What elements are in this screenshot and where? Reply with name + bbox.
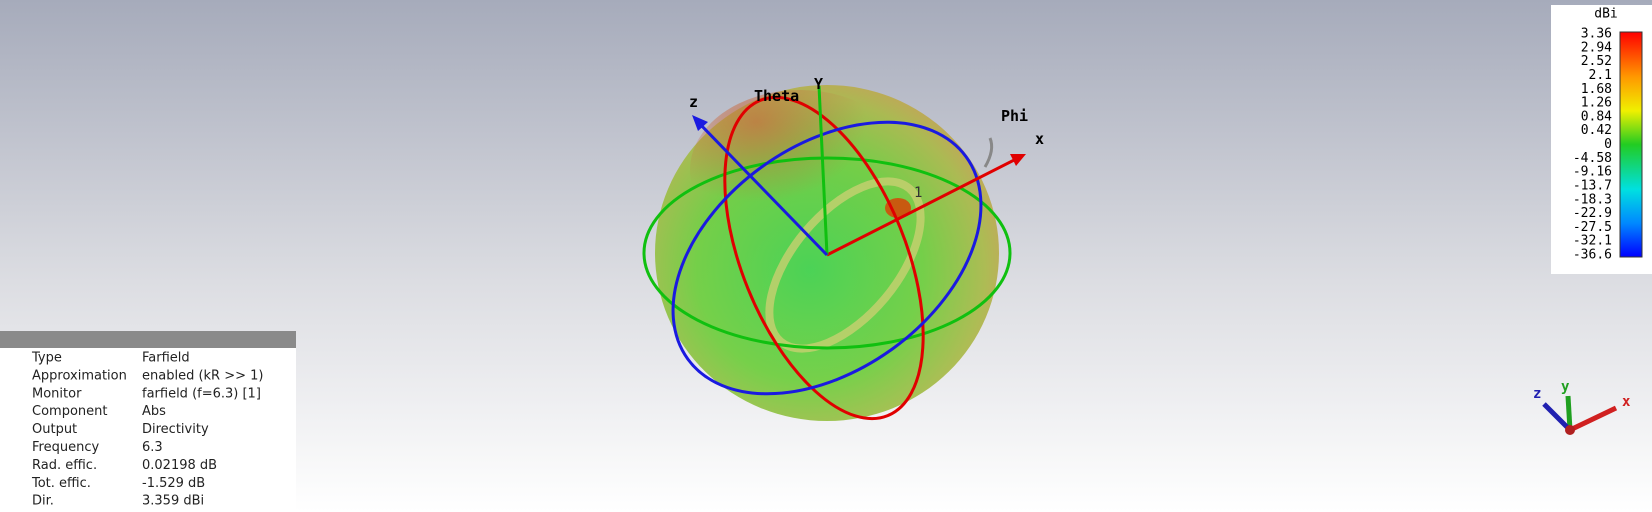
- x-axis: [826, 156, 1019, 257]
- triad-x-label: x: [1622, 394, 1631, 410]
- info-value: Abs: [142, 404, 166, 419]
- y-axis: [817, 85, 829, 256]
- colorbar-tick-label: -13.7: [1573, 178, 1612, 193]
- colorbar: dBi 3.362.942.522.11.681.260.840.420-4.5…: [1551, 5, 1652, 274]
- triad-y: [1565, 395, 1573, 431]
- triad-origin: [1565, 425, 1575, 435]
- triad-z: [1542, 402, 1572, 432]
- z-axis: [696, 120, 829, 257]
- triad-y-label: y: [1561, 379, 1570, 395]
- triad-x: [1568, 405, 1618, 433]
- colorbar-tick-label: -32.1: [1573, 234, 1612, 249]
- y-label: Y: [814, 75, 823, 93]
- info-value: 6.3: [142, 440, 163, 455]
- info-panel: Type Farfield Approximation enabled (kR >> …: [0, 331, 296, 512]
- info-label: Frequency: [32, 440, 99, 455]
- colorbar-tick-label: -9.16: [1573, 165, 1612, 180]
- colorbar-tick-label: 3.36: [1581, 27, 1612, 42]
- farfield-scene: z Theta Y Phi x 1: [642, 75, 1044, 421]
- colorbar-tick-label: 1.68: [1581, 82, 1612, 97]
- colorbar-tick-label: -4.58: [1573, 151, 1612, 166]
- info-background: [0, 331, 296, 512]
- colorbar-tick-label: 2.94: [1581, 40, 1612, 55]
- info-label: Approximation: [32, 368, 127, 383]
- port: [885, 198, 911, 218]
- info-value: farfield (f=6.3) [1]: [142, 386, 261, 401]
- z-label: z: [689, 93, 698, 111]
- info-label: Component: [32, 404, 107, 419]
- info-value: Directivity: [142, 422, 209, 437]
- pattern-shading: [690, 90, 910, 250]
- info-value: 3.359 dBi: [142, 494, 204, 509]
- phi-label: Phi: [1001, 107, 1028, 125]
- horizon-ring: [671, 120, 983, 396]
- triad-z-label: z: [1533, 386, 1541, 402]
- port-label: 1: [914, 185, 922, 201]
- orientation-triad: z y x: [1533, 379, 1631, 435]
- colorbar-scale: [1619, 31, 1643, 258]
- info-label: Tot. effic.: [31, 476, 91, 491]
- z-arrow: [692, 115, 708, 131]
- colorbar-tick-label: 0.84: [1581, 109, 1612, 124]
- x-arrow: [1010, 154, 1026, 166]
- info-label: Rad. effic.: [32, 458, 97, 473]
- colorbar-tick-label: 0: [1604, 137, 1612, 152]
- info-value: 0.02198 dB: [142, 458, 217, 473]
- colorbar-unit: dBi: [1594, 7, 1617, 22]
- colorbar-tick-label: -18.3: [1573, 192, 1612, 207]
- theta-ring: [723, 95, 925, 421]
- phi-ring: [642, 156, 1012, 350]
- info-label: Output: [32, 422, 77, 437]
- colorbar-tick-label: 1.26: [1581, 96, 1612, 111]
- info-label: Type: [31, 351, 62, 366]
- info-label: Dir.: [32, 494, 54, 509]
- colorbar-tick-label: 2.1: [1589, 68, 1612, 83]
- info-value: enabled (kR >> 1): [142, 368, 263, 383]
- theta-label: Theta: [754, 87, 799, 105]
- info-label: Monitor: [32, 386, 82, 401]
- colorbar-tick-label: 2.52: [1581, 54, 1612, 69]
- x-label: x: [1035, 130, 1044, 148]
- info-value: -1.529 dB: [142, 476, 205, 491]
- colorbar-tick-label: -22.9: [1573, 206, 1612, 221]
- info-header: [0, 331, 296, 348]
- colorbar-tick-label: -36.6: [1573, 248, 1612, 263]
- phi-arrow: [983, 137, 994, 168]
- colorbar-tick-label: -27.5: [1573, 220, 1612, 235]
- colorbar-tick-label: 0.42: [1581, 123, 1612, 138]
- info-value: Farfield: [142, 351, 190, 366]
